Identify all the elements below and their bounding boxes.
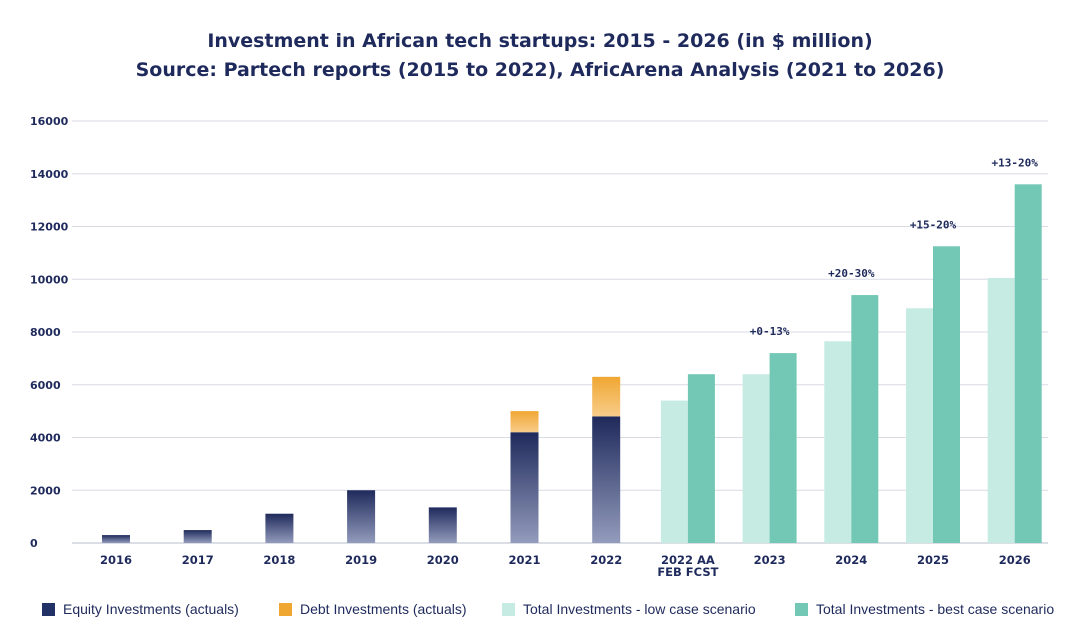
x-tick-label: 2019	[345, 553, 377, 567]
y-tick-label: 4000	[30, 432, 61, 445]
legend-item-low-case: Total Investments - low case scenario	[502, 601, 756, 617]
x-tick-label: 2024	[835, 553, 867, 567]
y-tick-label: 12000	[30, 221, 69, 234]
y-tick-label: 14000	[30, 168, 69, 181]
legend-swatch	[795, 602, 808, 616]
annotation-2023: +0-13%	[750, 325, 790, 338]
bar-equity-2019	[347, 490, 376, 543]
bars	[102, 184, 1042, 544]
y-tick-label: 6000	[30, 379, 61, 392]
legend-label: Total Investments - low case scenario	[523, 601, 756, 617]
x-tick-label: 2022	[590, 553, 622, 567]
bar-best-case-2025	[933, 246, 960, 543]
bar-best-case-2022 AA FEB FCST	[687, 374, 715, 543]
chart-subtitle: Source: Partech reports (2015 to 2022), …	[135, 59, 945, 81]
bar-debt-2021	[510, 411, 539, 433]
annotations: +0-13% +20-30% +15-20% +13-20%	[750, 156, 1039, 338]
legend: Equity Investments (actuals) Debt Invest…	[0, 601, 1080, 621]
x-tick-label: 2020	[427, 553, 459, 567]
annotation-2024: +20-30%	[828, 267, 875, 280]
annotation-2025: +15-20%	[910, 218, 957, 231]
legend-item-equity: Equity Investments (actuals)	[42, 601, 239, 617]
legend-item-debt: Debt Investments (actuals)	[279, 601, 467, 617]
y-axis: 0 2000 4000 6000 8000 10000 12000 14000 16000	[30, 115, 69, 550]
bar-low-case-2023	[742, 374, 770, 543]
bar-equity-2021	[510, 432, 539, 543]
x-tick-label: 2021	[508, 553, 540, 567]
bar-equity-2016	[102, 535, 130, 543]
annotation-2026: +13-20%	[992, 156, 1039, 169]
x-tick-label: 2022 AA	[661, 553, 715, 567]
gridlines	[72, 120, 1048, 544]
bar-debt-2022	[592, 376, 621, 417]
bar-low-case-2024	[824, 341, 852, 543]
bar-equity-2017	[183, 530, 212, 543]
bar-low-case-2026	[987, 277, 1015, 543]
legend-label: Total Investments - best case scenario	[816, 601, 1055, 617]
bar-equity-2018	[265, 513, 294, 543]
legend-label: Equity Investments (actuals)	[63, 601, 239, 617]
bar-low-case-2022 AA FEB FCST	[660, 400, 688, 543]
x-tick-label: 2016	[100, 553, 132, 567]
x-tick-label: 2023	[754, 553, 786, 567]
bar-best-case-2026	[1014, 184, 1042, 544]
x-tick-label: 2026	[999, 553, 1031, 567]
legend-label: Debt Investments (actuals)	[300, 601, 467, 617]
x-tick-label: 2018	[263, 553, 295, 567]
x-tick-label: 2017	[182, 553, 214, 567]
chart-title: Investment in African tech startups: 201…	[207, 30, 873, 52]
chart-area: 0 2000 4000 6000 8000 10000 12000 14000 16000 20…	[30, 115, 1048, 579]
bar-equity-2022	[592, 416, 621, 543]
bar-low-case-2025	[906, 308, 933, 543]
legend-swatch	[42, 602, 55, 616]
y-tick-label: 16000	[30, 115, 69, 128]
legend-swatch	[502, 602, 515, 616]
legend-swatch	[279, 602, 292, 616]
legend-item-best-case: Total Investments - best case scenario	[795, 601, 1054, 617]
y-tick-label: 8000	[30, 326, 61, 339]
bar-best-case-2023	[769, 353, 797, 543]
x-tick-label: FEB FCST	[657, 565, 718, 579]
y-tick-label: 0	[30, 537, 38, 550]
bar-equity-2020	[428, 507, 457, 543]
y-tick-label: 2000	[30, 484, 61, 497]
y-tick-label: 10000	[30, 273, 69, 286]
bar-best-case-2024	[851, 295, 879, 543]
x-tick-label: 2025	[917, 553, 949, 567]
